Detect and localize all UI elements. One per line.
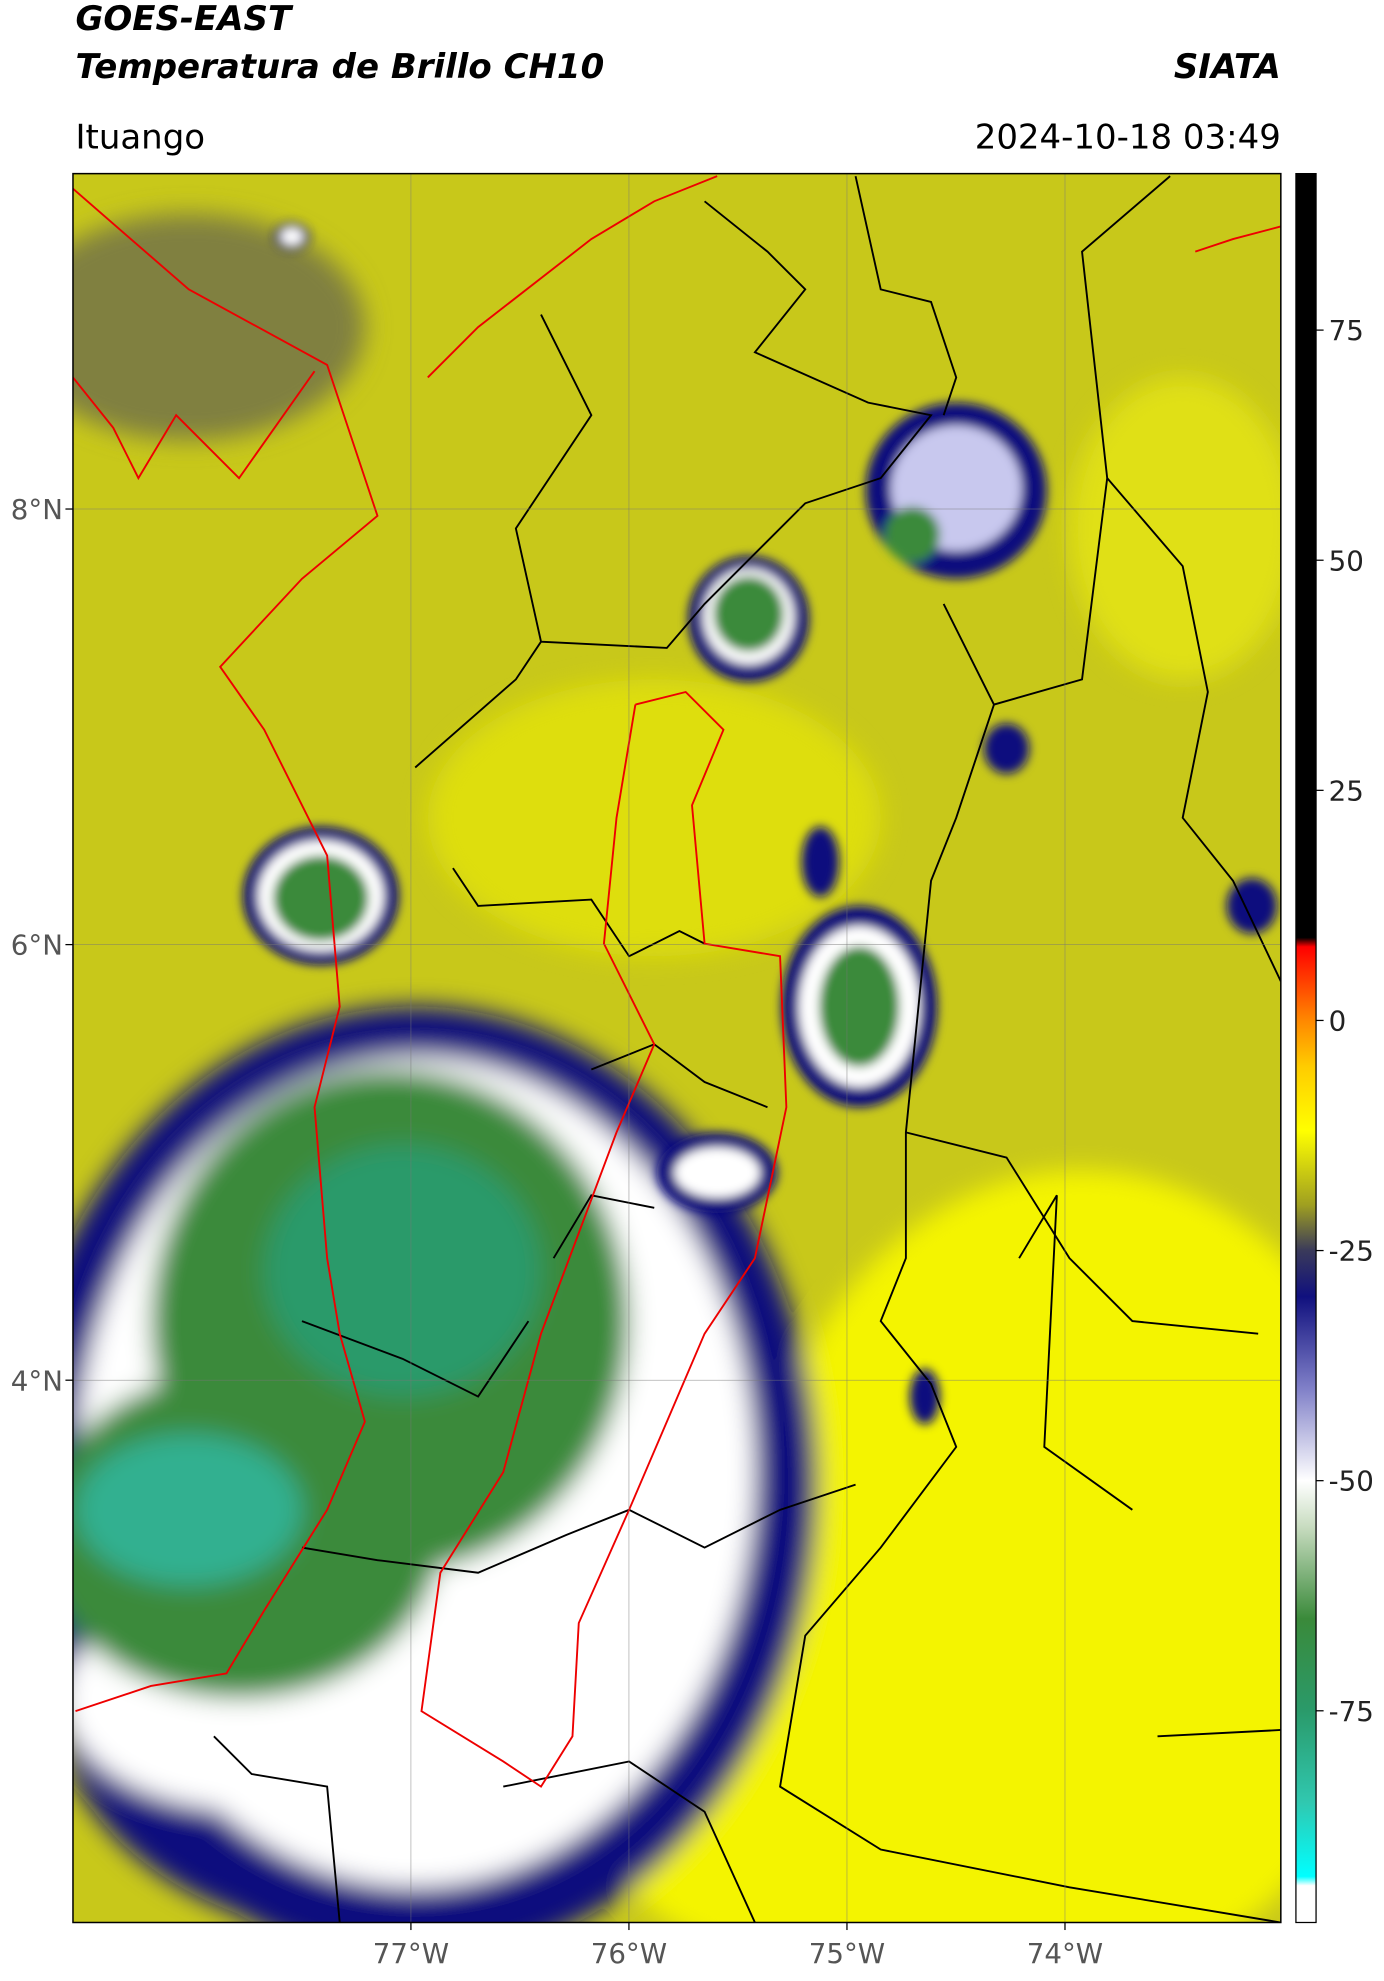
x-tick-label: 77°W <box>373 1937 449 1970</box>
source: SIATA <box>1174 47 1281 87</box>
colorbar-tick-label: 75 <box>1329 314 1364 347</box>
y-tick-label: 8°N <box>11 493 63 526</box>
colorbar-tick-label: 25 <box>1329 774 1364 807</box>
convective-cells <box>242 222 1278 1425</box>
grid <box>72 173 1281 1923</box>
colorbar-tick-label: -50 <box>1329 1465 1374 1498</box>
x-tick-label: 76°W <box>591 1937 667 1970</box>
colorbar-tick-label: 50 <box>1329 544 1364 577</box>
map-area <box>72 173 1281 1923</box>
subtitle: Temperatura de Brillo CH10 <box>75 47 604 87</box>
x-tick-label: 74°W <box>1027 1937 1103 1970</box>
colorbar-tick-label: 0 <box>1329 1005 1347 1038</box>
datetime: 2024-10-18 03:49 <box>975 117 1281 157</box>
boundaries <box>213 175 1281 1923</box>
colorbar-tick-label: -25 <box>1329 1235 1374 1268</box>
colorbar-tick-label: -75 <box>1329 1695 1374 1728</box>
y-tick-label: 4°N <box>11 1364 63 1397</box>
x-tick-label: 75°W <box>809 1937 885 1970</box>
y-tick-label: 6°N <box>11 929 63 962</box>
map-frame <box>72 172 1282 1924</box>
temperature-field <box>72 213 1281 1923</box>
location: Ituango <box>75 117 205 157</box>
title: GOES-EAST <box>75 0 293 39</box>
colorbar <box>1295 172 1317 1924</box>
